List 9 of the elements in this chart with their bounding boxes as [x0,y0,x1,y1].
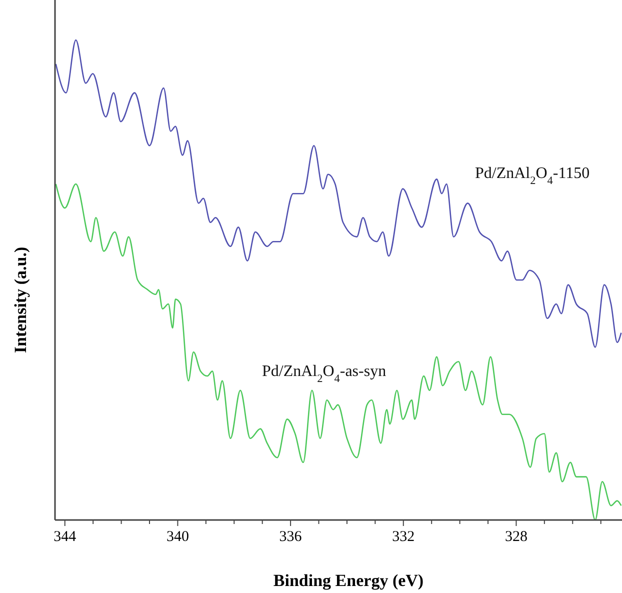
series-label: Pd/ZnAl$_{2}$O$_{4}$-as-syn [262,363,386,385]
x-tick-label: 336 [279,529,302,545]
x-tick-label: 340 [166,529,189,545]
series-label: Pd/ZnAl$_{2}$O$_{4}$-1150 [475,165,590,187]
x-tick-label: 332 [392,529,415,545]
x-tick-label: 328 [504,529,528,545]
x-tick-label: 344 [54,529,77,545]
y-axis-title: Intensity (a.u.) [11,246,30,354]
x-axis-title: Binding Energy (eV) [273,571,424,590]
